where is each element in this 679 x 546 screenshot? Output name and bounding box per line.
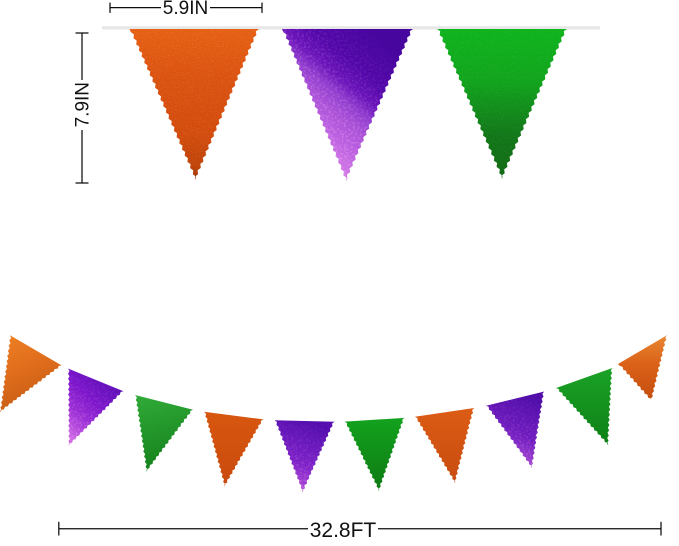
svg-text:32.8FT: 32.8FT — [310, 519, 377, 541]
svg-text:7.9IN: 7.9IN — [73, 82, 94, 127]
svg-text:5.9IN: 5.9IN — [163, 0, 208, 19]
